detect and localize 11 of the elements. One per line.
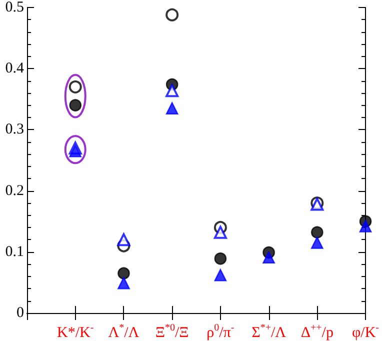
- y-tick-label: 0.4: [5, 60, 24, 77]
- y-tick-label: 0.5: [5, 0, 24, 16]
- x-tick-label: φ/K-: [352, 322, 380, 341]
- x-tick-label: Δ++/p: [300, 322, 334, 341]
- y-tick-label: 0.2: [5, 182, 24, 199]
- x-tick-label: Λ*/Λ: [108, 322, 140, 341]
- y-tick-label: 0: [16, 305, 24, 321]
- x-tick-label: Σ*+/Λ: [252, 322, 286, 341]
- y-tick-label: 0.1: [5, 244, 24, 260]
- x-tick-label: K*/K-: [57, 322, 94, 341]
- y-tick-label: 0.3: [5, 122, 24, 138]
